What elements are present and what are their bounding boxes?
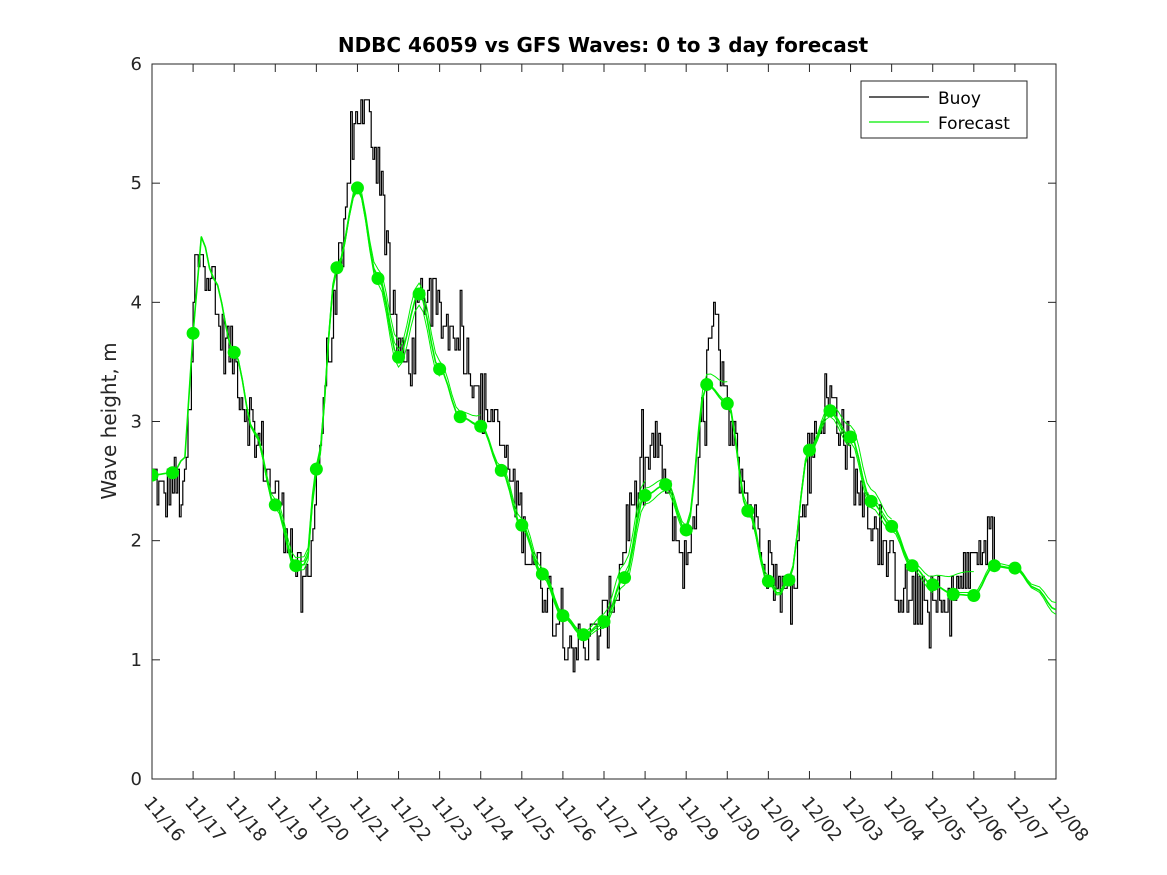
y-tick-label: 6	[131, 54, 142, 75]
forecast-marker	[494, 463, 508, 477]
forecast-marker	[453, 410, 467, 424]
forecast-marker	[782, 573, 796, 587]
forecast-marker	[720, 397, 734, 411]
y-tick-label: 1	[131, 650, 142, 671]
forecast-marker	[350, 181, 364, 195]
forecast-marker	[597, 615, 611, 629]
forecast-marker	[576, 628, 590, 642]
forecast-marker	[392, 350, 406, 364]
y-tick-label: 4	[131, 292, 142, 313]
forecast-marker	[700, 378, 714, 392]
y-tick-label: 5	[131, 173, 142, 194]
legend-label-buoy: Buoy	[938, 89, 981, 109]
forecast-marker	[1008, 561, 1022, 575]
forecast-marker	[289, 559, 303, 573]
forecast-marker	[987, 559, 1001, 573]
forecast-marker	[864, 494, 878, 508]
forecast-marker	[227, 345, 241, 359]
forecast-marker	[926, 578, 940, 592]
forecast-marker	[659, 478, 673, 492]
forecast-marker	[967, 588, 981, 602]
forecast-marker	[885, 519, 899, 533]
forecast-marker	[412, 287, 426, 301]
forecast-marker	[946, 587, 960, 601]
chart-title: NDBC 46059 vs GFS Waves: 0 to 3 day fore…	[338, 33, 869, 57]
forecast-marker	[309, 462, 323, 476]
forecast-marker	[166, 466, 180, 480]
forecast-marker	[638, 488, 652, 502]
forecast-marker	[556, 609, 570, 623]
forecast-marker	[186, 326, 200, 340]
forecast-marker	[741, 504, 755, 518]
forecast-marker	[535, 567, 549, 581]
forecast-marker	[515, 518, 529, 532]
forecast-marker	[433, 362, 447, 376]
forecast-marker	[474, 419, 488, 433]
forecast-marker	[905, 559, 919, 573]
forecast-marker	[844, 430, 858, 444]
forecast-marker	[823, 404, 837, 418]
legend-box	[860, 80, 1028, 139]
forecast-marker	[679, 523, 693, 537]
forecast-marker	[152, 468, 159, 482]
y-tick-label: 3	[131, 412, 142, 433]
y-tick-label: 2	[131, 531, 142, 552]
forecast-marker	[371, 272, 385, 285]
legend-label-forecast: Forecast	[938, 114, 1010, 134]
legend: Buoy Forecast	[860, 80, 1028, 139]
forecast-marker	[802, 443, 816, 457]
series-group	[152, 99, 1056, 673]
y-axis-label: Wave height, m	[97, 342, 121, 499]
forecast-marker	[330, 261, 344, 275]
forecast-marker	[761, 574, 775, 588]
y-tick-label: 0	[131, 769, 142, 790]
forecast-marker	[618, 571, 632, 585]
forecast-marker	[268, 498, 282, 512]
